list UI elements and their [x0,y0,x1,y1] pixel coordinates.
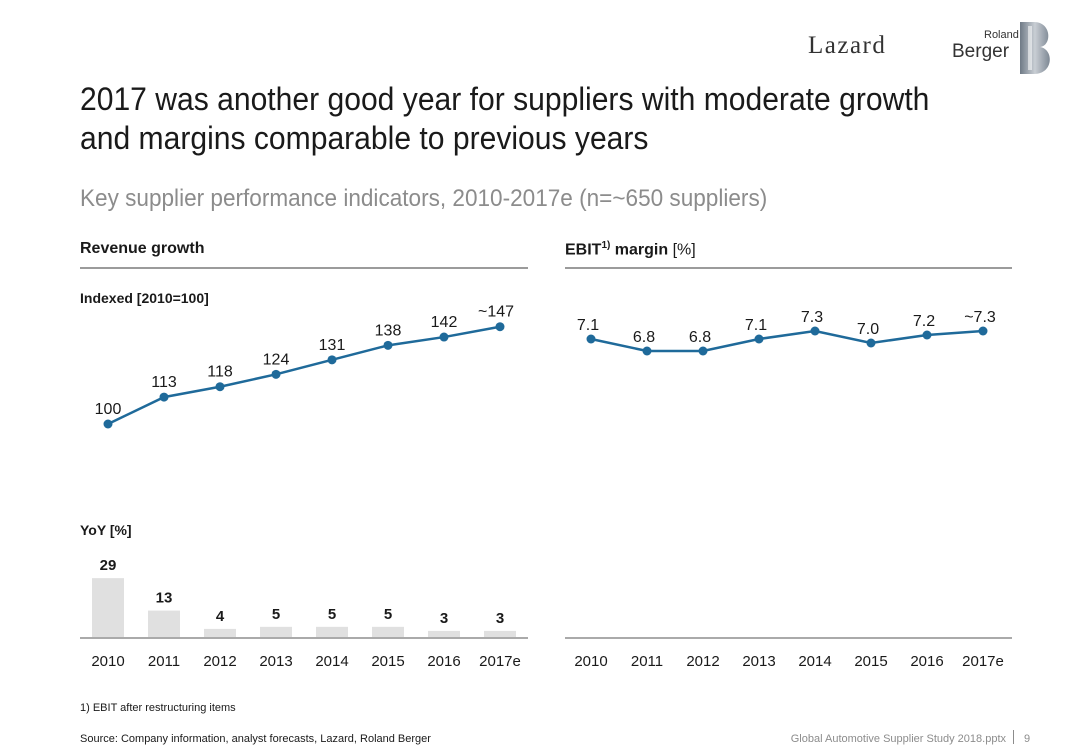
right-section-divider [565,267,1012,269]
ebit-point-2014 [810,326,820,336]
left-x-tick-2015: 2015 [371,653,404,670]
yoy-bar-2016 [428,630,460,637]
revenue-label-2016: 142 [431,314,458,331]
ebit-label-2010: 7.1 [577,317,599,334]
page-separator [1013,730,1014,744]
ebit-label-2012: 6.8 [689,329,711,346]
right-x-tick-2013: 2013 [742,653,775,670]
yoy-label-2010: 29 [100,557,117,574]
ebit-label-2013: 7.1 [745,317,767,334]
ebit-label-unit: [%] [668,241,696,259]
revenue-point-2016 [439,332,449,342]
yoy-label-2015: 5 [384,606,392,623]
right-x-tick-2017e: 2017e [962,653,1004,670]
ebit-footnote-marker: 1) [601,240,611,251]
revenue-label-2013: 124 [263,351,290,368]
left-x-tick-2014: 2014 [315,653,348,670]
left-x-tick-2017e: 2017e [479,653,521,670]
right-x-tick-2016: 2016 [910,653,943,670]
yoy-bar-2013 [260,626,292,637]
footnote: 1) EBIT after restructuring items [80,702,236,714]
right-x-tick-2010: 2010 [574,653,607,670]
revenue-point-2010 [103,419,113,429]
revenue-label-2017e: ~147 [478,304,514,321]
ebit-point-2010 [586,334,596,344]
ebit-label-2014: 7.3 [801,309,823,326]
ebit-label-rest: margin [610,241,669,259]
right-x-tick-2011: 2011 [631,653,663,670]
revenue-point-2017e [495,322,505,332]
revenue-label-2011: 113 [151,374,177,391]
yoy-bar-2014 [316,626,348,637]
revenue-label-2010: 100 [95,401,122,418]
ebit-label-2016: 7.2 [913,313,935,330]
left-section-divider [80,267,528,269]
revenue-point-2012 [215,382,225,392]
ebit-point-2011 [642,346,652,356]
ebit-line [590,329,984,353]
revenue-label-2014: 131 [319,337,346,354]
left-x-tick-2012: 2012 [203,653,236,670]
yoy-label: YoY [%] [80,522,132,538]
revenue-label-2015: 138 [375,322,402,339]
lazard-logo: Lazard [808,32,887,59]
source-note: Source: Company information, analyst for… [80,733,431,745]
revenue-line [107,325,501,426]
revenue-point-2011 [159,392,169,402]
yoy-bar-2017e [484,630,516,637]
roland-berger-logo-bottom: Berger [952,41,1010,62]
ebit-label-main: EBIT [565,241,602,259]
ebit-point-2017e [978,326,988,336]
yoy-bar-2010 [92,578,124,637]
ebit-margin-label: EBIT1) margin [%] [565,240,696,259]
roland-berger-logo-top: Roland [984,29,1019,41]
left-x-tick-2016: 2016 [427,653,460,670]
document-name: Global Automotive Supplier Study 2018.pp… [790,733,1006,745]
yoy-label-2017e: 3 [496,610,504,627]
ebit-label-2015: 7.0 [857,321,879,338]
ebit-point-2016 [922,330,932,340]
left-x-tick-2011: 2011 [148,653,180,670]
revenue-label-2012: 118 [207,364,233,381]
yoy-bar-2012 [204,628,236,637]
left-x-tick-2013: 2013 [259,653,292,670]
page-title: 2017 was another good year for suppliers… [80,81,930,156]
revenue-growth-label: Revenue growth [80,240,205,257]
right-x-tick-2012: 2012 [686,653,719,670]
right-x-tick-2015: 2015 [854,653,887,670]
roland-berger-b-icon [1020,22,1050,74]
yoy-bar-2015 [372,626,404,637]
page-number: 9 [1024,733,1031,745]
left-x-tick-2010: 2010 [91,653,124,670]
yoy-label-2012: 4 [216,608,225,625]
revenue-point-2014 [327,355,337,365]
revenue-point-2015 [383,340,393,350]
right-x-tick-2014: 2014 [798,653,831,670]
ebit-label-2017e: ~7.3 [964,309,996,326]
yoy-label-2014: 5 [328,606,336,623]
yoy-bar-2011 [148,610,180,637]
ebit-point-2015 [866,338,876,348]
yoy-label-2013: 5 [272,606,280,623]
ebit-point-2012 [698,346,708,356]
revenue-point-2013 [271,369,281,379]
yoy-label-2016: 3 [440,610,448,627]
ebit-label-2011: 6.8 [633,329,655,346]
indexed-label: Indexed [2010=100] [80,290,209,306]
ebit-point-2013 [754,334,764,344]
page-subtitle: Key supplier performance indicators, 201… [80,185,768,212]
yoy-label-2011: 13 [156,590,173,607]
